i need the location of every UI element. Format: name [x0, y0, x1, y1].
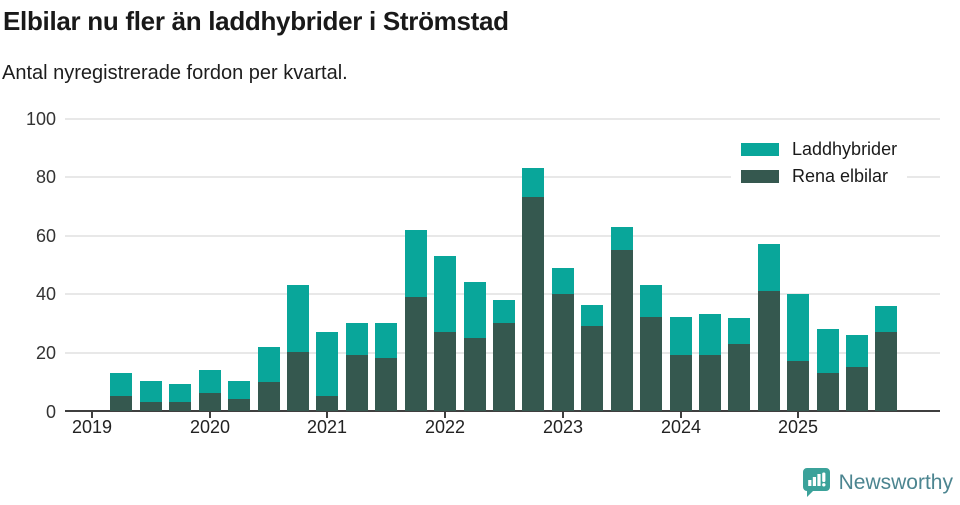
chart-canvas: Elbilar nu fler än laddhybrider i Ströms… — [0, 0, 960, 505]
bar-segment-rena-elbilar-2019Q2 — [110, 396, 132, 411]
bar-segment-rena-elbilar-2021Q1 — [316, 396, 338, 411]
bar-segment-laddhybrider-2024Q1 — [670, 317, 692, 355]
bar-segment-rena-elbilar-2024Q1 — [670, 355, 692, 411]
x-axis-year-label: 2019 — [57, 417, 127, 438]
legend-item-rena-elbilar: Rena elbilar — [741, 163, 897, 190]
bar-segment-laddhybrider-2024Q4 — [758, 244, 780, 291]
legend-swatch-laddhybrider — [741, 143, 779, 156]
bar-segment-laddhybrider-2024Q3 — [728, 318, 750, 344]
newsworthy-icon — [802, 467, 831, 498]
brand-name: Newsworthy — [839, 471, 953, 495]
bar-segment-rena-elbilar-2023Q1 — [552, 294, 574, 411]
bar-segment-laddhybrider-2021Q1 — [316, 332, 338, 396]
bar-segment-laddhybrider-2020Q2 — [228, 381, 250, 399]
bar-segment-laddhybrider-2022Q4 — [522, 168, 544, 197]
bar-segment-rena-elbilar-2025Q2 — [817, 373, 839, 411]
gridline-y60 — [65, 235, 940, 237]
y-axis-tick-label: 20 — [6, 342, 56, 364]
legend: Laddhybrider Rena elbilar — [731, 132, 907, 196]
page-subtitle: Antal nyregistrerade fordon per kvartal. — [2, 62, 348, 85]
y-axis-tick-label: 0 — [6, 401, 56, 423]
bar-segment-rena-elbilar-2023Q4 — [640, 317, 662, 411]
bar-segment-laddhybrider-2023Q4 — [640, 285, 662, 317]
bar-segment-laddhybrider-2021Q4 — [405, 230, 427, 297]
bar-segment-rena-elbilar-2025Q4 — [875, 332, 897, 411]
bar-segment-laddhybrider-2023Q3 — [611, 227, 633, 250]
x-axis-year-label: 2020 — [175, 417, 245, 438]
y-axis-tick-label: 80 — [6, 166, 56, 188]
bar-segment-rena-elbilar-2022Q1 — [434, 332, 456, 411]
legend-item-laddhybrider: Laddhybrider — [741, 136, 897, 163]
bar-segment-laddhybrider-2019Q4 — [169, 384, 191, 402]
bar-segment-laddhybrider-2020Q3 — [258, 347, 280, 382]
bar-segment-laddhybrider-2023Q1 — [552, 268, 574, 294]
x-axis-year-label: 2021 — [292, 417, 362, 438]
bar-segment-laddhybrider-2022Q3 — [493, 300, 515, 323]
legend-swatch-rena-elbilar — [741, 170, 779, 183]
y-axis-tick-label: 60 — [6, 225, 56, 247]
legend-label-rena-elbilar: Rena elbilar — [792, 166, 888, 187]
bar-segment-rena-elbilar-2020Q3 — [258, 382, 280, 411]
y-axis-tick-label: 40 — [6, 283, 56, 305]
bar-segment-rena-elbilar-2022Q3 — [493, 323, 515, 411]
bar-segment-rena-elbilar-2021Q4 — [405, 297, 427, 411]
bar-segment-laddhybrider-2021Q2 — [346, 323, 368, 355]
bar-segment-rena-elbilar-2019Q4 — [169, 402, 191, 411]
x-axis-year-label: 2022 — [410, 417, 480, 438]
bar-segment-laddhybrider-2025Q1 — [787, 294, 809, 361]
bar-segment-rena-elbilar-2021Q3 — [375, 358, 397, 411]
brand-logo: Newsworthy — [802, 467, 953, 498]
bar-segment-laddhybrider-2019Q3 — [140, 381, 162, 402]
bar-segment-laddhybrider-2020Q4 — [287, 285, 309, 352]
bar-segment-rena-elbilar-2025Q1 — [787, 361, 809, 411]
bar-segment-laddhybrider-2023Q2 — [581, 305, 603, 326]
bar-segment-laddhybrider-2019Q2 — [110, 373, 132, 396]
bar-segment-rena-elbilar-2020Q1 — [199, 393, 221, 411]
bar-segment-laddhybrider-2024Q2 — [699, 314, 721, 355]
bar-segment-rena-elbilar-2020Q4 — [287, 352, 309, 411]
bar-segment-rena-elbilar-2024Q4 — [758, 291, 780, 411]
bar-segment-rena-elbilar-2024Q3 — [728, 344, 750, 411]
bar-segment-laddhybrider-2021Q3 — [375, 323, 397, 358]
page-title: Elbilar nu fler än laddhybrider i Ströms… — [3, 6, 509, 37]
x-axis-year-label: 2023 — [528, 417, 598, 438]
bar-segment-rena-elbilar-2024Q2 — [699, 355, 721, 411]
bar-segment-laddhybrider-2022Q2 — [464, 282, 486, 338]
y-axis-tick-label: 100 — [6, 108, 56, 130]
gridline-y100 — [65, 118, 940, 120]
bar-segment-rena-elbilar-2023Q2 — [581, 326, 603, 411]
bar-segment-rena-elbilar-2020Q2 — [228, 399, 250, 411]
legend-label-laddhybrider: Laddhybrider — [792, 139, 897, 160]
bar-segment-laddhybrider-2025Q4 — [875, 306, 897, 332]
bar-segment-laddhybrider-2025Q2 — [817, 329, 839, 373]
bar-segment-rena-elbilar-2022Q4 — [522, 197, 544, 411]
bar-segment-rena-elbilar-2021Q2 — [346, 355, 368, 411]
bar-segment-rena-elbilar-2019Q3 — [140, 402, 162, 411]
bar-segment-rena-elbilar-2025Q3 — [846, 367, 868, 411]
x-axis-year-label: 2025 — [763, 417, 833, 438]
bar-segment-laddhybrider-2025Q3 — [846, 335, 868, 367]
bar-segment-rena-elbilar-2022Q2 — [464, 338, 486, 411]
bar-segment-laddhybrider-2022Q1 — [434, 256, 456, 332]
bar-segment-rena-elbilar-2023Q3 — [611, 250, 633, 411]
bar-segment-laddhybrider-2020Q1 — [199, 370, 221, 393]
x-axis-year-label: 2024 — [646, 417, 716, 438]
